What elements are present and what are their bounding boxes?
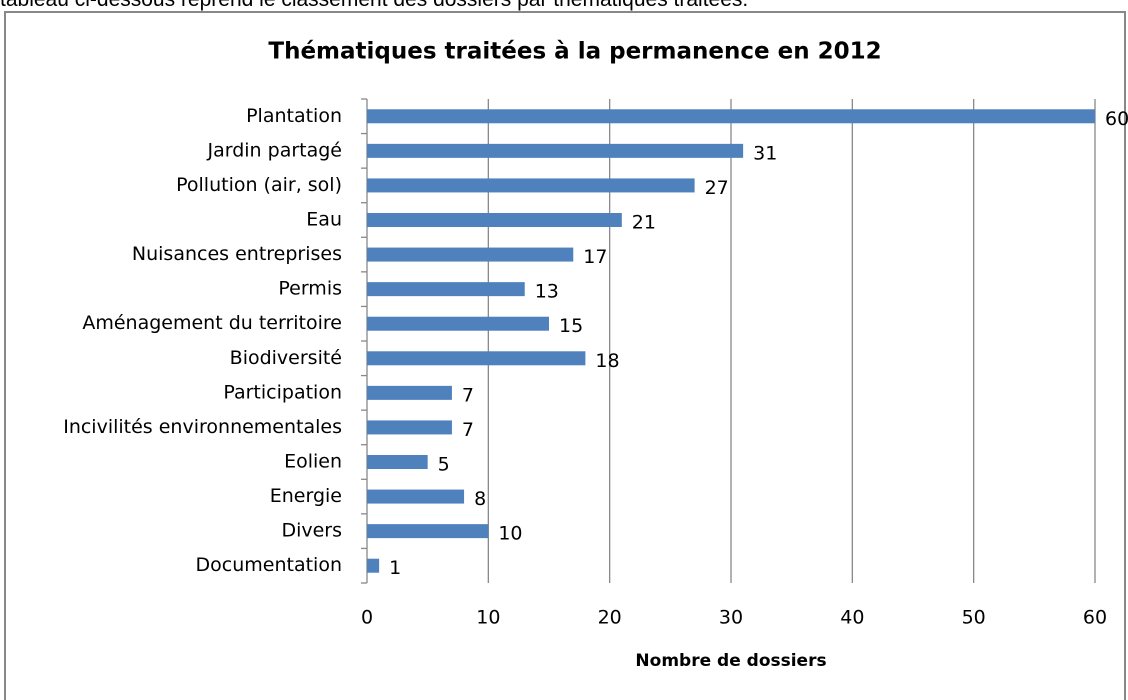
bar — [367, 316, 549, 331]
value-label: 10 — [498, 523, 522, 545]
chart-title: Thématiques traitées à la permanence en … — [268, 39, 881, 65]
y-tick-label: Divers — [281, 520, 342, 542]
x-tick-label: 10 — [476, 607, 500, 629]
bar — [367, 109, 1095, 124]
value-label: 1 — [389, 557, 401, 579]
y-tick-label: Eolien — [284, 451, 342, 473]
x-tick-label: 0 — [361, 607, 373, 629]
bar — [367, 524, 489, 539]
x-tick-label: 50 — [962, 607, 986, 629]
y-tick-label: Participation — [223, 381, 342, 403]
document-text: tableau ci-dessous reprend le classement… — [0, 0, 748, 11]
y-tick-label: Jardin partagé — [206, 139, 342, 161]
value-label: 7 — [462, 419, 474, 441]
x-tick-label: 20 — [598, 607, 622, 629]
bar — [367, 213, 622, 227]
y-tick-label: Permis — [278, 278, 342, 300]
y-tick-label: Plantation — [246, 105, 342, 127]
bar — [367, 558, 380, 573]
value-label: 18 — [595, 350, 619, 372]
x-axis-title: Nombre de dossiers — [635, 651, 826, 671]
bar — [367, 282, 525, 297]
bar — [367, 351, 586, 366]
bar — [367, 178, 695, 193]
x-tick-label: 30 — [719, 607, 743, 629]
x-tick-label: 60 — [1083, 607, 1107, 629]
value-label: 21 — [632, 212, 656, 234]
value-label: 7 — [462, 384, 474, 406]
value-label: 27 — [705, 177, 729, 199]
value-label: 31 — [753, 142, 777, 164]
y-tick-label: Energie — [270, 485, 342, 507]
y-tick-label: Nuisances entreprises — [132, 243, 342, 265]
bar — [367, 247, 574, 262]
y-tick-label: Eau — [306, 209, 342, 231]
value-label: 13 — [535, 281, 559, 303]
value-label: 5 — [438, 454, 450, 476]
y-tick-label: Aménagement du territoire — [82, 312, 342, 334]
y-tick-label: Incivilités environnementales — [63, 416, 342, 438]
bar — [367, 143, 744, 158]
y-tick-label: Documentation — [196, 554, 342, 576]
bar — [367, 385, 452, 400]
y-tick-label: Biodiversité — [230, 347, 342, 369]
value-label: 15 — [559, 315, 583, 337]
value-label: 8 — [474, 488, 486, 510]
bar — [367, 420, 452, 435]
value-label: 60 — [1105, 108, 1128, 130]
bar — [367, 489, 465, 504]
bar — [367, 455, 428, 469]
x-tick-label: 40 — [840, 607, 864, 629]
value-label: 17 — [583, 246, 607, 268]
y-tick-label: Pollution (air, sol) — [176, 174, 342, 196]
